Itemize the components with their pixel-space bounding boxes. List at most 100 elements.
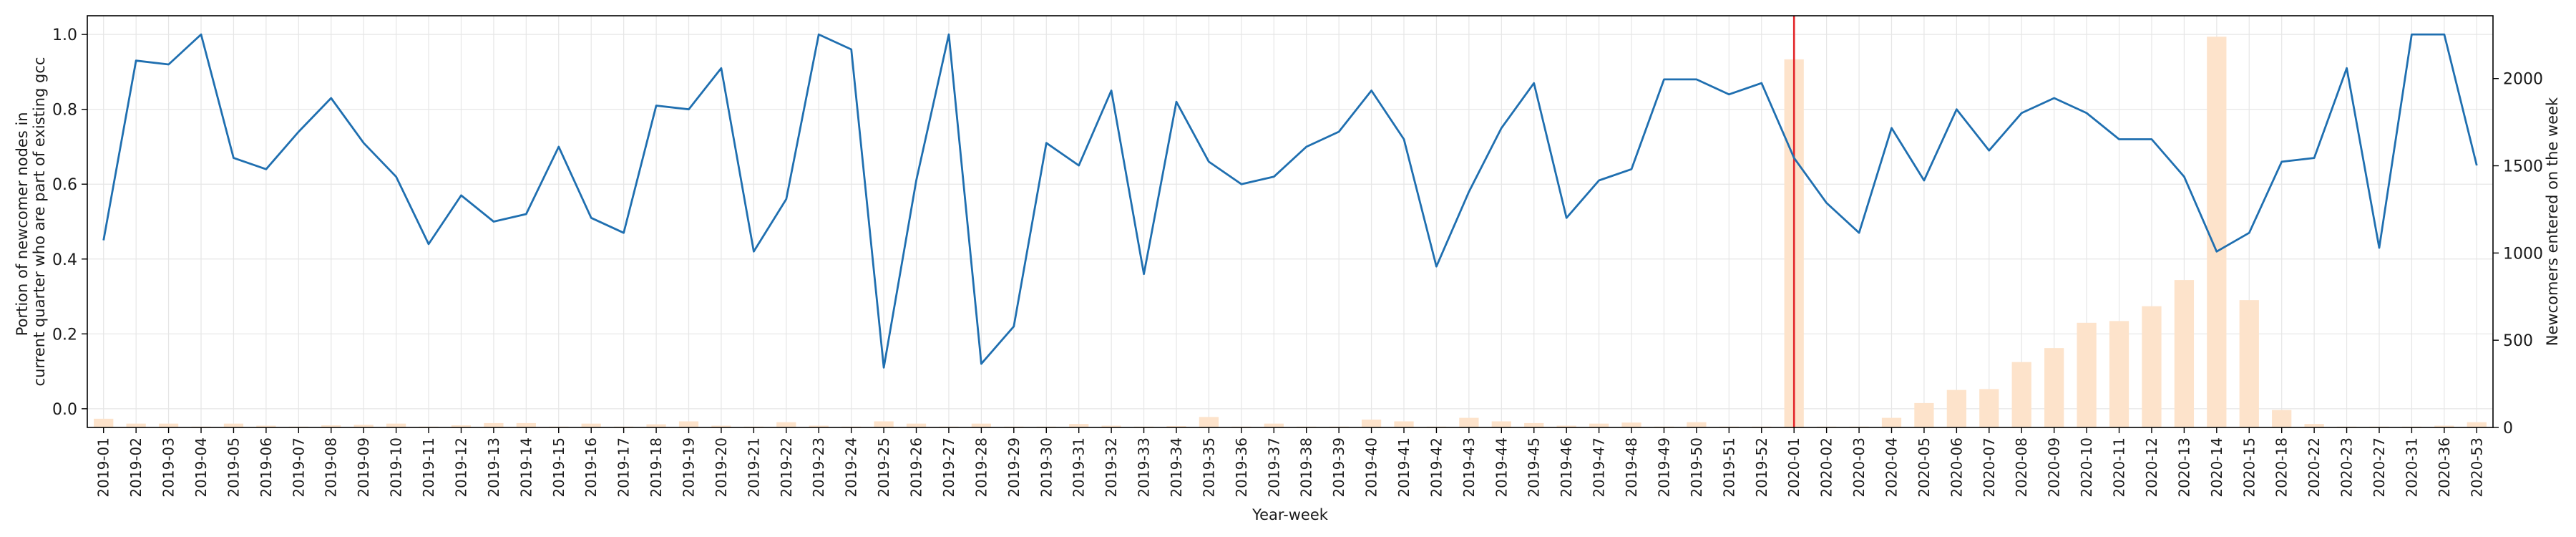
bar (2207, 37, 2227, 427)
x-tick-label: 2020-02 (1818, 437, 1835, 498)
x-tick-label: 2019-25 (875, 437, 892, 498)
bar (126, 423, 146, 427)
bar (1491, 421, 1511, 427)
x-tick-label: 2020-09 (2046, 437, 2063, 498)
bar (874, 421, 894, 427)
x-tick-label: 2020-14 (2208, 437, 2225, 498)
x-tick-label: 2019-03 (160, 437, 177, 498)
x-tick-label: 2020-04 (1883, 437, 1901, 498)
x-tick-label: 2020-23 (2338, 437, 2356, 498)
x-tick-label: 2019-37 (1265, 437, 1282, 498)
bar (2044, 348, 2064, 427)
x-tick-label: 2019-33 (1136, 437, 1153, 498)
bar (809, 425, 829, 427)
bar (484, 422, 504, 427)
x-tick-label: 2019-27 (940, 437, 957, 498)
left-y-tick-label: 0.8 (52, 102, 77, 120)
x-tick-label: 2019-44 (1493, 437, 1510, 498)
bar (1914, 402, 1934, 427)
left-y-axis-label: Portion of newcomer nodes in current qua… (14, 57, 48, 387)
x-tick-label: 2019-52 (1753, 437, 1770, 498)
x-tick-label: 2019-49 (1655, 437, 1672, 498)
x-tick-label: 2019-13 (485, 437, 502, 498)
bar (1394, 421, 1414, 427)
x-tick-label: 2020-18 (2273, 437, 2290, 498)
bar (2304, 424, 2324, 427)
x-tick-label: 2019-05 (225, 437, 242, 498)
bar (2467, 422, 2487, 427)
x-tick-label: 2019-47 (1591, 437, 1608, 498)
x-axis-label: Year-week (1252, 506, 1329, 523)
x-tick-label: 2019-08 (323, 437, 340, 498)
bar (1946, 390, 1966, 427)
bar (1524, 422, 1544, 427)
x-tick-label: 2020-36 (2436, 437, 2453, 498)
bar (1199, 417, 1219, 427)
bar (1556, 425, 1576, 427)
x-tick-label: 2019-06 (258, 437, 275, 498)
left-y-tick-label: 1.0 (52, 26, 77, 44)
x-tick-label: 2019-04 (192, 437, 210, 498)
x-tick-label: 2019-36 (1233, 437, 1250, 498)
x-tick-label: 2019-48 (1623, 437, 1640, 498)
right-y-tick-label: 2000 (2503, 71, 2543, 89)
bar (581, 423, 601, 427)
bar (451, 425, 472, 427)
x-tick-label: 2020-53 (2468, 437, 2485, 498)
right-y-tick-label: 0 (2503, 420, 2513, 437)
x-tick-label: 2019-45 (1526, 437, 1543, 498)
bar (2077, 322, 2097, 427)
x-tick-label: 2019-31 (1070, 437, 1088, 498)
x-tick-label: 2019-20 (713, 437, 730, 498)
right-y-tick-label: 1000 (2503, 245, 2543, 263)
x-tick-label: 2020-15 (2240, 437, 2258, 498)
x-tick-label: 2019-43 (1460, 437, 1478, 498)
x-tick-label: 2019-26 (908, 437, 925, 498)
x-tick-label: 2019-29 (1005, 437, 1023, 498)
bar (1069, 424, 1089, 427)
x-tick-label: 2020-12 (2143, 437, 2160, 498)
bar (1459, 417, 1479, 427)
bar (711, 425, 731, 427)
x-tick-label: 2020-13 (2175, 437, 2192, 498)
x-tick-label: 2020-22 (2306, 437, 2323, 498)
bar (678, 421, 699, 427)
right-y-tick-label: 1500 (2503, 158, 2543, 176)
bar (2434, 425, 2454, 427)
x-tick-label: 2020-11 (2111, 437, 2128, 498)
x-tick-label: 2019-07 (290, 437, 307, 498)
left-y-tick-label: 0.4 (52, 251, 77, 269)
x-tick-label: 2020-06 (1948, 437, 1965, 498)
x-tick-label: 2019-35 (1200, 437, 1217, 498)
bar (2272, 410, 2292, 427)
x-tick-label: 2019-22 (778, 437, 795, 498)
x-tick-label: 2020-31 (2403, 437, 2420, 498)
x-tick-label: 2019-32 (1103, 437, 1120, 498)
x-tick-label: 2019-23 (810, 437, 827, 498)
left-y-tick-label: 0.6 (52, 176, 77, 194)
bar (2239, 300, 2259, 427)
x-tick-label: 2019-11 (420, 437, 437, 498)
bar (2011, 362, 2031, 427)
x-tick-label: 2020-07 (1981, 437, 1998, 498)
x-tick-label: 2019-16 (582, 437, 600, 498)
x-tick-label: 2019-40 (1363, 437, 1380, 498)
bar (1589, 423, 1609, 427)
x-tick-label: 2019-17 (615, 437, 633, 498)
bar (94, 418, 114, 427)
line-series (102, 33, 2478, 369)
x-tick-label: 2019-10 (388, 437, 405, 498)
bar (906, 423, 927, 427)
bar (223, 423, 244, 427)
bar (1166, 426, 1186, 427)
bar (2174, 280, 2195, 427)
x-tick-label: 2019-19 (680, 437, 698, 498)
left-y-axis-label-line-1: Portion of newcomer nodes in (14, 112, 31, 336)
bar (516, 422, 536, 427)
left-y-tick-label: 0.2 (52, 326, 77, 344)
x-tick-label: 2019-28 (972, 437, 990, 498)
x-tick-label: 2019-01 (95, 437, 112, 498)
bar (2142, 306, 2162, 427)
x-tick-label: 2019-24 (843, 437, 860, 498)
x-tick-label: 2019-34 (1168, 437, 1185, 498)
